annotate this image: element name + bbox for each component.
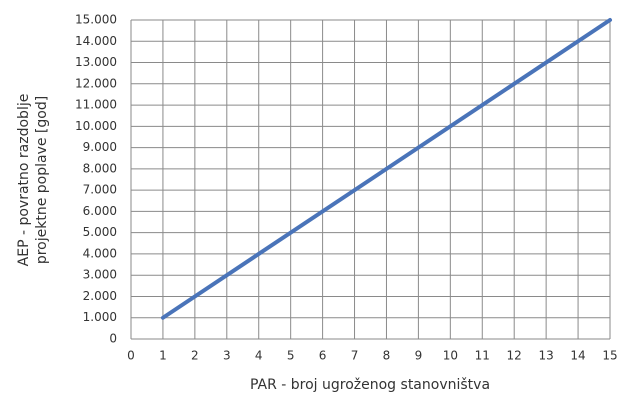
x-tick-label: 15 xyxy=(602,349,617,363)
x-axis-title: PAR - broj ugroženog stanovništva xyxy=(250,377,490,393)
x-tick-label: 9 xyxy=(415,349,423,363)
data-line xyxy=(160,18,612,320)
x-tick-label: 2 xyxy=(191,349,199,363)
y-tick-label: 13.000 xyxy=(75,55,117,69)
x-tick-label: 10 xyxy=(443,349,458,363)
x-tick-label: 7 xyxy=(351,349,359,363)
y-tick-label: 1.000 xyxy=(83,310,117,324)
y-tick-label: 6.000 xyxy=(83,204,117,218)
x-tick-label: 5 xyxy=(287,349,295,363)
y-tick-label: 4.000 xyxy=(83,246,117,260)
y-tick-label: 15.000 xyxy=(75,13,117,27)
y-tick-label: 10.000 xyxy=(75,119,117,133)
x-tick-label: 4 xyxy=(255,349,263,363)
y-tick-label: 8.000 xyxy=(83,161,117,175)
y-axis-title: AEP - povratno razdoblje xyxy=(16,94,32,267)
y-tick-label: 7.000 xyxy=(83,183,117,197)
y-tick-label: 5.000 xyxy=(83,225,117,239)
x-tick-label: 13 xyxy=(538,349,553,363)
x-tick-label: 3 xyxy=(223,349,231,363)
y-tick-label: 9.000 xyxy=(83,140,117,154)
y-tick-label: 3.000 xyxy=(83,268,117,282)
y-tick-label: 11.000 xyxy=(75,98,117,112)
y-tick-label: 0 xyxy=(109,332,117,346)
x-tick-label: 14 xyxy=(570,349,585,363)
y-tick-label: 12.000 xyxy=(75,76,117,90)
x-tick-label: 12 xyxy=(507,349,522,363)
x-tick-label: 11 xyxy=(475,349,490,363)
x-tick-label: 8 xyxy=(383,349,391,363)
x-tick-label: 6 xyxy=(319,349,327,363)
y-tick-label: 2.000 xyxy=(83,289,117,303)
y-axis-title: projektne poplave [god] xyxy=(34,96,50,264)
y-tick-label: 14.000 xyxy=(75,34,117,48)
x-tick-label: 0 xyxy=(127,349,135,363)
x-tick-label: 1 xyxy=(159,349,167,363)
